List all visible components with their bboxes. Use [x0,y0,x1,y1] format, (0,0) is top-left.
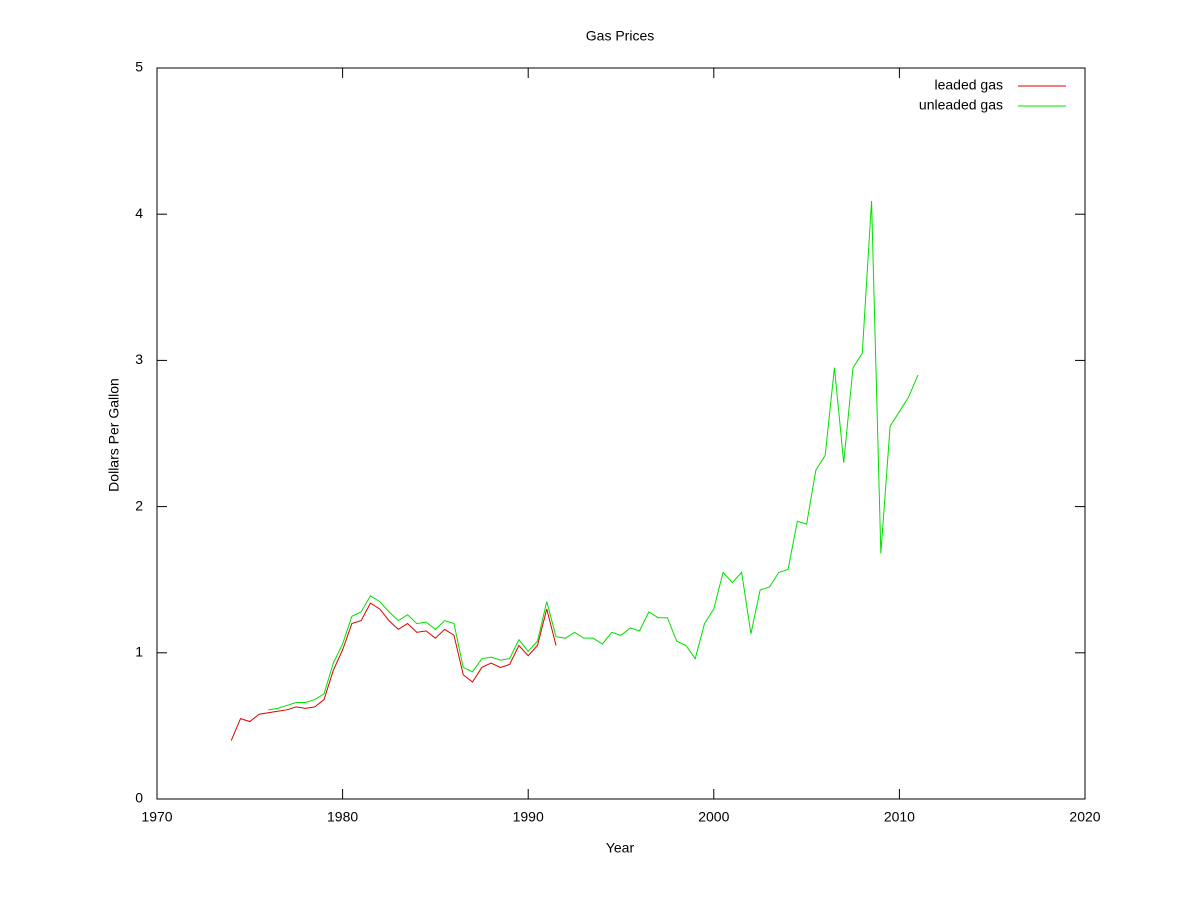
x-tick-label: 2020 [1069,809,1100,825]
y-axis-label: Dollars Per Gallon [106,378,122,492]
y-tick-label: 1 [135,644,143,660]
legend-label: unleaded gas [919,97,1003,113]
y-tick-label: 5 [135,59,143,75]
x-tick-label: 2000 [698,809,729,825]
x-tick-label: 1980 [327,809,358,825]
legend-label: leaded gas [934,77,1003,93]
data-line [268,201,919,711]
data-line [230,602,557,741]
y-tick-label: 2 [135,497,143,513]
y-tick-label: 4 [135,205,143,221]
chart-title: Gas Prices [586,28,654,44]
x-axis-label: Year [606,840,635,856]
x-tick-label: 1970 [141,809,172,825]
x-tick-label: 2010 [884,809,915,825]
y-tick-label: 0 [135,790,143,806]
x-tick-label: 1990 [513,809,544,825]
plot-frame [156,67,1086,800]
y-tick-label: 3 [135,351,143,367]
